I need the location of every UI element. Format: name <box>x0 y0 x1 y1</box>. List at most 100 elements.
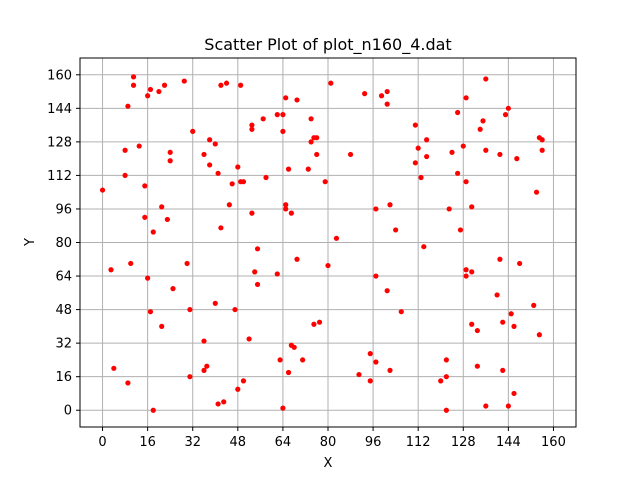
data-point <box>125 380 131 386</box>
x-tick-label: 32 <box>184 435 201 450</box>
data-point <box>280 405 286 411</box>
data-point <box>111 365 117 371</box>
y-tick-label: 96 <box>55 202 72 217</box>
data-point <box>246 336 252 342</box>
data-point <box>483 76 489 82</box>
data-point <box>531 302 537 308</box>
data-point <box>223 80 230 86</box>
x-tick-label: 160 <box>541 435 566 450</box>
data-point <box>469 269 475 275</box>
data-point <box>463 273 469 279</box>
data-point <box>274 271 280 277</box>
data-point <box>463 95 469 101</box>
data-point <box>483 403 489 409</box>
data-point <box>398 309 404 315</box>
chart-title: Scatter Plot of plot_n160_4.dat <box>204 35 451 55</box>
data-point <box>159 204 165 210</box>
data-point <box>249 122 255 128</box>
data-point <box>150 407 156 413</box>
data-point <box>187 306 193 313</box>
data-point <box>367 351 373 357</box>
data-point <box>291 344 297 350</box>
data-point <box>150 229 156 235</box>
x-tick-label: 128 <box>451 435 476 450</box>
data-point <box>147 309 154 315</box>
data-point <box>474 363 480 369</box>
data-point <box>539 147 545 153</box>
data-point <box>274 112 280 118</box>
data-point <box>215 170 221 176</box>
data-point <box>500 367 506 373</box>
data-point <box>128 260 134 267</box>
data-point <box>221 399 227 405</box>
data-point <box>181 78 187 84</box>
data-point <box>147 86 154 93</box>
data-point <box>469 321 475 327</box>
x-tick-label: 48 <box>230 435 247 450</box>
data-point <box>130 74 137 80</box>
data-point <box>285 369 292 376</box>
data-point <box>378 93 385 99</box>
data-point <box>288 210 294 216</box>
data-point <box>254 281 261 288</box>
data-point <box>387 367 393 373</box>
data-point <box>505 105 511 111</box>
data-point <box>384 101 390 107</box>
x-tick-label: 16 <box>139 435 156 450</box>
data-point <box>145 93 151 99</box>
data-point <box>474 327 480 334</box>
data-point <box>314 151 320 158</box>
data-point <box>207 137 213 143</box>
data-point <box>412 122 418 128</box>
data-point <box>533 189 540 195</box>
data-point <box>500 319 506 325</box>
data-point <box>238 82 244 88</box>
data-point <box>362 91 368 97</box>
data-point <box>170 286 176 292</box>
data-point <box>218 225 224 231</box>
data-point <box>443 357 449 363</box>
y-tick-label: 64 <box>55 270 72 285</box>
data-point <box>333 235 340 241</box>
data-point <box>130 82 137 88</box>
data-point <box>108 267 114 273</box>
data-point <box>283 95 289 101</box>
data-point <box>285 166 292 172</box>
x-tick-label: 0 <box>98 435 106 450</box>
data-point <box>125 103 131 109</box>
data-point <box>311 321 317 327</box>
grid-lines <box>80 58 576 427</box>
data-point <box>218 82 224 88</box>
plot-area <box>79 57 577 428</box>
data-point <box>480 118 486 124</box>
data-point <box>232 306 238 313</box>
x-tick-label: 112 <box>406 435 431 450</box>
data-point <box>283 206 289 212</box>
data-point <box>536 332 542 338</box>
data-point <box>167 158 173 164</box>
data-point <box>277 357 283 363</box>
data-point <box>229 181 235 187</box>
data-point <box>356 371 362 378</box>
data-point <box>249 126 255 132</box>
data-point <box>483 147 489 153</box>
data-point <box>240 179 247 185</box>
data-point <box>477 126 483 132</box>
data-point <box>316 319 323 325</box>
x-tick-label: 64 <box>275 435 292 450</box>
data-point <box>502 112 509 118</box>
data-point <box>136 143 142 149</box>
data-point <box>455 170 461 176</box>
data-point <box>443 374 449 380</box>
data-point <box>167 149 173 155</box>
data-point <box>387 202 393 208</box>
data-point <box>443 407 449 413</box>
y-axis-ticks: 0 16 32 48 64 80 96 112 128 144 160 <box>47 68 80 419</box>
data-point <box>201 338 207 344</box>
data-point <box>235 386 241 392</box>
y-tick-label: 16 <box>55 370 72 385</box>
data-point <box>384 288 390 294</box>
data-point <box>514 156 520 162</box>
data-point <box>412 160 418 166</box>
